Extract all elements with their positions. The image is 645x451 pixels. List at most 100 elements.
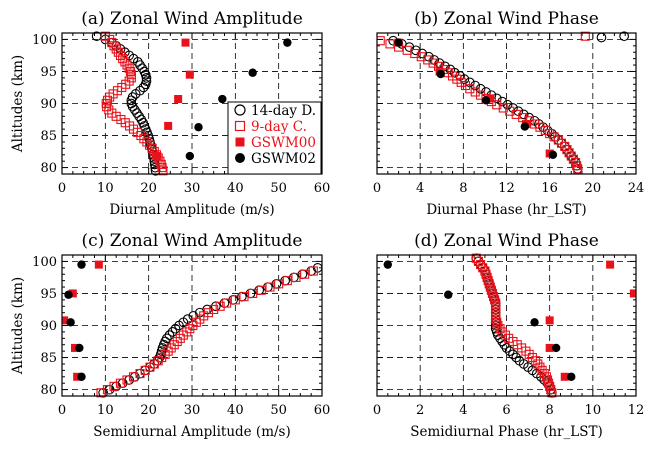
legend-marker-filled-circle (235, 153, 245, 163)
x-tick-label: 50 (270, 181, 287, 196)
point-9-day-c (126, 73, 136, 83)
point-gswm00 (94, 260, 103, 269)
y-tick-label: 80 (40, 383, 57, 398)
point-9-day-c (145, 362, 155, 372)
point-9-day-c (166, 343, 176, 353)
x-tick-label: 4 (416, 181, 424, 196)
point-14-day-d (141, 73, 152, 83)
point-gswm02 (77, 372, 86, 381)
y-tick-label: 85 (40, 129, 57, 144)
x-axis-label: Diurnal Amplitude (m/s) (109, 202, 274, 218)
point-9-day-c (156, 159, 166, 169)
point-9-day-c (486, 285, 496, 295)
x-tick-label: 12 (498, 181, 515, 196)
point-gswm00 (164, 121, 173, 130)
point-9-day-c (544, 378, 554, 388)
point-9-day-c (521, 346, 531, 356)
point-gswm02 (567, 372, 576, 381)
point-9-day-c (142, 137, 152, 147)
point-9-day-c (527, 352, 537, 363)
point-gswm00 (68, 289, 77, 298)
y-tick-label: 100 (32, 255, 57, 270)
x-tick-label: 12 (628, 403, 645, 418)
point-9-day-c (465, 84, 475, 94)
point-9-day-c (535, 122, 545, 132)
point-14-day-d (596, 32, 607, 43)
point-9-day-c (109, 381, 119, 391)
point-gswm02 (394, 38, 403, 47)
point-14-day-d (167, 327, 178, 337)
point-9-day-c (490, 295, 500, 305)
point-9-day-c (428, 58, 438, 68)
y-axis-label: Altitudes (km) (10, 55, 26, 153)
x-tick-label: 50 (270, 403, 287, 418)
point-gswm02 (185, 151, 195, 161)
panel-a: (a) Zonal Wind Amplitude 0 10 20 30 40 50 60 80 8… (10, 9, 330, 218)
point-9-day-c (102, 95, 113, 105)
point-9-day-c (128, 372, 139, 382)
y-axis-label: Altitudes (km) (10, 277, 26, 375)
x-tick-label: 30 (184, 403, 201, 418)
x-axis-label: Semidiurnal Amplitude (m/s) (93, 424, 291, 440)
point-9-day-c (239, 292, 249, 302)
point-9-day-c (282, 276, 292, 286)
x-tick-label: 2 (416, 403, 424, 418)
point-14-day-d (449, 67, 460, 78)
point-9-day-c (485, 282, 495, 292)
point-9-day-c (256, 285, 266, 295)
point-9-day-c (541, 372, 551, 382)
point-9-day-c (573, 164, 583, 174)
point-9-day-c (498, 103, 508, 113)
point-9-day-c (545, 381, 555, 391)
point-9-day-c (308, 266, 318, 276)
point-gswm00 (71, 343, 79, 352)
x-tick-label: 24 (628, 181, 645, 196)
point-9-day-c (478, 263, 488, 273)
point-9-day-c (487, 288, 498, 299)
point-14-day-d (459, 74, 470, 84)
point-9-day-c (385, 39, 395, 49)
point-9-day-c (102, 385, 113, 395)
point-9-day-c (505, 106, 515, 116)
point-9-day-c (102, 102, 112, 112)
point-9-day-c (140, 365, 150, 375)
point-9-day-c (172, 336, 182, 347)
x-axis-label: Semidiurnal Phase (hr_LST) (410, 424, 603, 440)
x-tick-label: 20 (140, 403, 157, 418)
point-9-day-c (476, 90, 486, 100)
panel-c: (c) Zonal Wind Amplitude 0 10 20 30 40 50 60 80 8… (10, 231, 330, 440)
x-tick-label: 8 (546, 403, 554, 418)
point-9-day-c (495, 324, 505, 334)
point-14-day-d (619, 31, 629, 42)
point-9-day-c (410, 48, 420, 59)
point-9-day-c (580, 31, 590, 41)
point-14-day-d (126, 95, 137, 106)
x-tick-label: 40 (227, 403, 244, 418)
x-tick-label: 0 (58, 403, 66, 418)
y-tick-label: 90 (40, 319, 57, 334)
point-gswm00 (181, 38, 190, 47)
point-gswm02 (77, 260, 86, 269)
point-9-day-c (500, 330, 510, 340)
point-14-day-d (140, 79, 151, 90)
x-tick-label: 20 (585, 181, 602, 196)
point-9-day-c (115, 378, 126, 388)
point-9-day-c (300, 269, 310, 279)
point-9-day-c (568, 154, 578, 164)
x-tick-label: 60 (314, 403, 331, 418)
point-9-day-c (265, 282, 275, 292)
point-9-day-c (111, 111, 121, 121)
data-layer (383, 253, 636, 398)
point-14-day-d (536, 371, 546, 382)
x-tick-label: 16 (541, 181, 558, 196)
point-14-day-d (440, 61, 450, 72)
data-layer (377, 31, 629, 174)
point-14-day-d (188, 311, 199, 321)
point-9-day-c (542, 375, 553, 385)
point-gswm02 (66, 318, 75, 327)
point-9-day-c (248, 288, 258, 299)
plot-frame (376, 32, 637, 175)
point-9-day-c (139, 134, 149, 144)
point-9-day-c (122, 375, 132, 385)
